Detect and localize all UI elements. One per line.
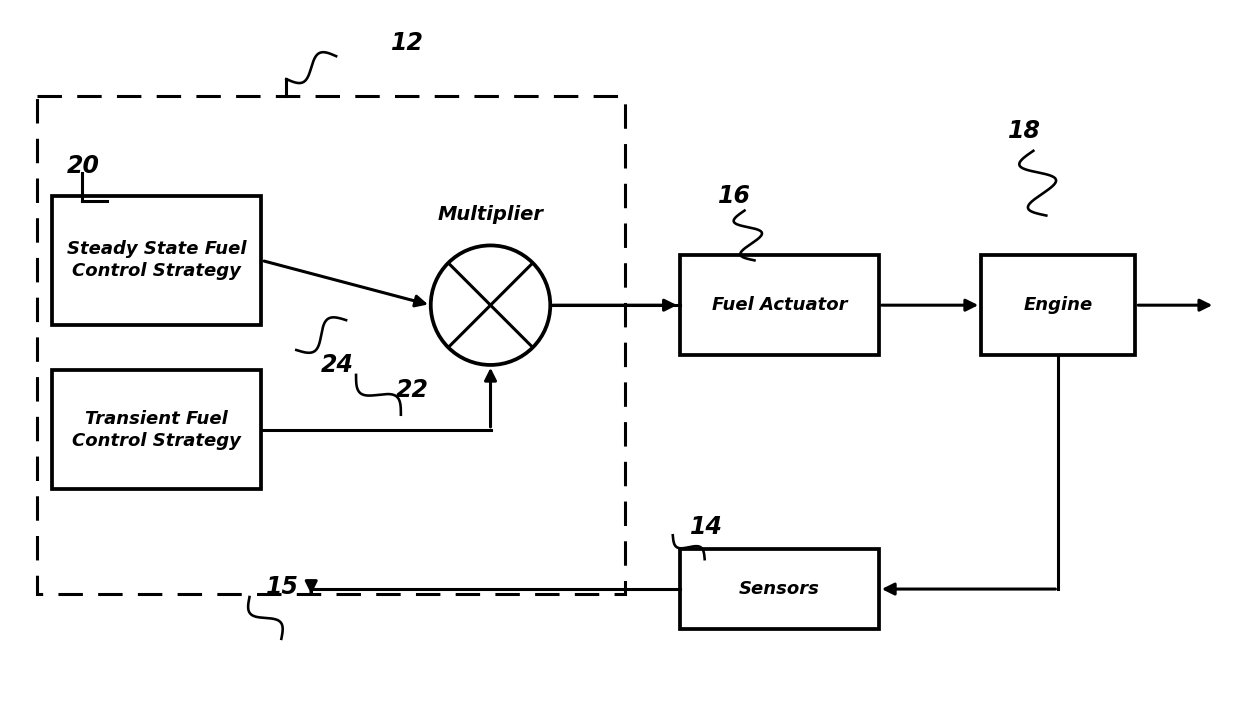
Text: Engine: Engine [1024, 296, 1092, 314]
Circle shape [430, 246, 551, 365]
Text: Fuel Actuator: Fuel Actuator [712, 296, 847, 314]
Text: 12: 12 [391, 31, 424, 55]
Bar [37, 96, 625, 594]
Bar [52, 370, 262, 489]
Bar [680, 256, 879, 355]
Text: 16: 16 [718, 184, 750, 208]
Text: 20: 20 [67, 154, 100, 178]
Bar [981, 256, 1136, 355]
Text: 22: 22 [396, 378, 429, 402]
Text: 18: 18 [1008, 119, 1042, 143]
Text: 15: 15 [267, 575, 299, 599]
Bar [680, 549, 879, 629]
Text: Multiplier: Multiplier [438, 204, 543, 223]
Text: Steady State Fuel
Control Strategy: Steady State Fuel Control Strategy [67, 240, 247, 281]
Text: 24: 24 [321, 353, 355, 377]
Text: 14: 14 [689, 515, 723, 539]
Bar [52, 196, 262, 325]
Text: Transient Fuel
Control Strategy: Transient Fuel Control Strategy [72, 409, 242, 450]
Text: Sensors: Sensors [739, 580, 820, 598]
